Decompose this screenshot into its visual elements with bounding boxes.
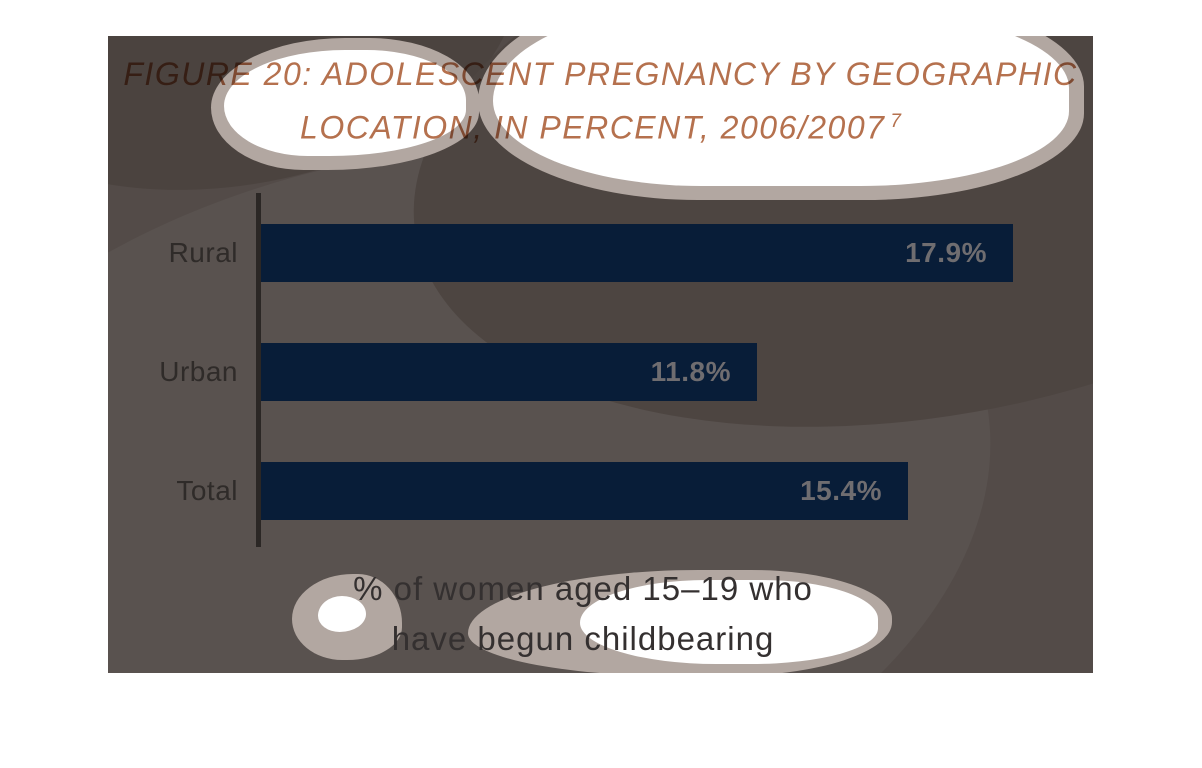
category-label: Total <box>176 475 238 506</box>
value-label: 15.4% <box>800 475 882 506</box>
bar-row-total: Total 15.4% <box>108 462 1093 520</box>
bar-urban: 11.8% <box>261 343 757 401</box>
bar-row-rural: Rural 17.9% <box>108 224 1093 282</box>
figure-title: FIGURE 20: ADOLESCENT PREGNANCY BY GEOGR… <box>108 50 1093 152</box>
blob-core <box>580 580 878 664</box>
footnote-marker: 7 <box>890 111 901 132</box>
background-blob-bottom-small <box>292 574 402 660</box>
category-label: Urban <box>159 356 238 387</box>
value-label: 17.9% <box>905 237 987 268</box>
bar-total: 15.4% <box>261 462 908 520</box>
background-blob-top-right <box>478 36 1084 200</box>
bar-chart: Rural 17.9% Urban 11.8% Total 15.4% <box>108 36 1093 673</box>
blob-core <box>493 36 1069 186</box>
y-axis-line <box>256 193 261 547</box>
figure-title-line1: FIGURE 20: ADOLESCENT PREGNANCY BY GEOGR… <box>123 56 1078 92</box>
blob-core <box>318 596 366 632</box>
value-label: 11.8% <box>650 356 731 387</box>
caption-line2: have begun childbearing <box>391 620 775 657</box>
background-blob-bottom-big <box>468 570 892 673</box>
x-axis-caption: % of women aged 15–19 who have begun chi… <box>168 564 998 664</box>
background-blob-top-left <box>211 38 479 170</box>
bar-rural: 17.9% <box>261 224 1013 282</box>
bar-row-urban: Urban 11.8% <box>108 343 1093 401</box>
category-label: Rural <box>168 237 238 268</box>
blob-core <box>224 50 466 156</box>
caption-line1: % of women aged 15–19 who <box>353 570 813 607</box>
figure-panel: FIGURE 20: ADOLESCENT PREGNANCY BY GEOGR… <box>108 36 1093 673</box>
figure-title-line2: LOCATION, IN PERCENT, 2006/2007 7 <box>300 109 901 146</box>
